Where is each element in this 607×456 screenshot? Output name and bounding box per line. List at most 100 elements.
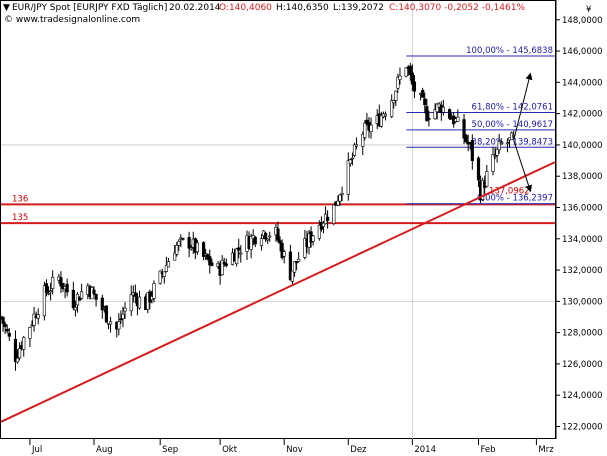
candle-body xyxy=(177,240,181,246)
candle-body xyxy=(392,100,396,104)
candle-body xyxy=(80,291,84,299)
candle-body xyxy=(282,251,286,257)
header-date: 20.02.2014 xyxy=(169,3,221,13)
x-tick-label: Okt xyxy=(222,445,238,455)
candle-body xyxy=(303,238,307,258)
candle-body xyxy=(495,148,499,156)
y-tick-label: 126,0000 xyxy=(562,360,603,370)
y-tick-label: 122,0000 xyxy=(562,422,603,432)
candle-body xyxy=(326,216,330,221)
copyright-text: © www.tradesignalonline.com xyxy=(4,15,140,25)
candle-body xyxy=(365,119,369,124)
candle-body xyxy=(158,270,162,284)
plot-border xyxy=(0,0,556,439)
y-tick-label: 124,0000 xyxy=(562,391,603,401)
candle-body xyxy=(456,116,460,122)
candle-body xyxy=(42,285,47,317)
candle-body xyxy=(311,235,315,242)
candle-body xyxy=(379,114,383,127)
candle-body xyxy=(427,118,431,120)
candle-body xyxy=(117,321,121,330)
fib-level-label: 61,80% - 142,0761 xyxy=(472,102,553,112)
candle-body xyxy=(71,289,75,309)
y-tick-label: 132,0000 xyxy=(562,266,603,276)
candle-body xyxy=(280,242,284,258)
candle-body xyxy=(235,248,239,265)
candle-body xyxy=(187,237,191,249)
candle-body xyxy=(441,106,445,113)
candle-body xyxy=(1,316,5,324)
support-level-label: 136 xyxy=(12,194,28,204)
candle-body xyxy=(361,134,365,147)
candle-body xyxy=(464,135,468,142)
candle-body xyxy=(354,144,359,147)
y-tick-label: 142,0000 xyxy=(562,110,603,120)
candle-body xyxy=(166,261,171,268)
x-tick-label: Feb xyxy=(481,445,496,455)
y-tick-label: 146,0000 xyxy=(562,47,603,57)
candle-body xyxy=(208,256,212,266)
candle-body xyxy=(32,313,36,326)
candle-body xyxy=(447,109,452,119)
candle-body xyxy=(340,192,344,195)
candle-body xyxy=(59,277,63,287)
candle-body xyxy=(92,289,96,294)
candle-body xyxy=(435,103,439,113)
candle-body xyxy=(5,328,9,332)
x-tick-label: Dez xyxy=(350,445,367,455)
candle-body xyxy=(100,297,104,311)
x-tick-label: Sep xyxy=(162,445,178,455)
y-tick-label: 144,0000 xyxy=(562,78,603,88)
candle-body xyxy=(396,77,400,89)
candle-body xyxy=(290,270,295,282)
candle-body xyxy=(162,271,166,277)
fib-level-label: 0,00% - 136,2397 xyxy=(477,194,553,204)
candle-body xyxy=(210,262,214,266)
candle-body xyxy=(164,264,168,272)
candle-body xyxy=(369,124,373,132)
trendline xyxy=(0,161,556,423)
instrument-title: EUR/JPY Spot [EURJPY FXD Täglich] xyxy=(12,3,167,13)
candle-body xyxy=(493,155,497,157)
currency-symbol: ¥ xyxy=(586,5,592,15)
candle-body xyxy=(481,180,485,200)
candle-body xyxy=(321,222,326,227)
candle-body xyxy=(338,194,342,202)
candle-body xyxy=(394,90,398,101)
candle-body xyxy=(173,252,177,261)
candle-body xyxy=(3,323,7,327)
candle-body xyxy=(350,157,355,160)
candle-body xyxy=(49,290,53,293)
candle-body xyxy=(123,307,127,312)
candle-body xyxy=(259,238,264,246)
candle-body xyxy=(470,139,474,161)
projection-arrow xyxy=(513,72,533,141)
candle-body xyxy=(462,119,466,139)
y-tick-label: 134,0000 xyxy=(562,235,603,245)
candle-body xyxy=(292,261,297,273)
candle-body xyxy=(408,65,412,75)
candle-body xyxy=(22,337,26,350)
candle-body xyxy=(201,242,206,257)
candle-body xyxy=(363,122,367,138)
candle-body xyxy=(195,242,199,253)
y-tick-label: 148,0000 xyxy=(562,16,603,26)
candle-body xyxy=(412,81,417,92)
candle-body xyxy=(44,283,49,293)
y-tick-label: 130,0000 xyxy=(562,297,603,307)
candle-body xyxy=(497,141,501,151)
candle-body xyxy=(73,306,78,311)
candle-body xyxy=(46,292,51,295)
candle-body xyxy=(421,89,425,98)
y-tick-label: 128,0000 xyxy=(562,329,603,339)
projection-arrow xyxy=(513,140,532,193)
x-tick-label: Jul xyxy=(31,445,42,455)
candle-body xyxy=(137,296,142,309)
candle-body xyxy=(499,142,503,145)
candle-body xyxy=(278,240,282,244)
candle-body xyxy=(263,232,268,240)
candle-body xyxy=(104,305,109,323)
candle-body xyxy=(129,294,133,312)
candle-body xyxy=(65,283,69,293)
